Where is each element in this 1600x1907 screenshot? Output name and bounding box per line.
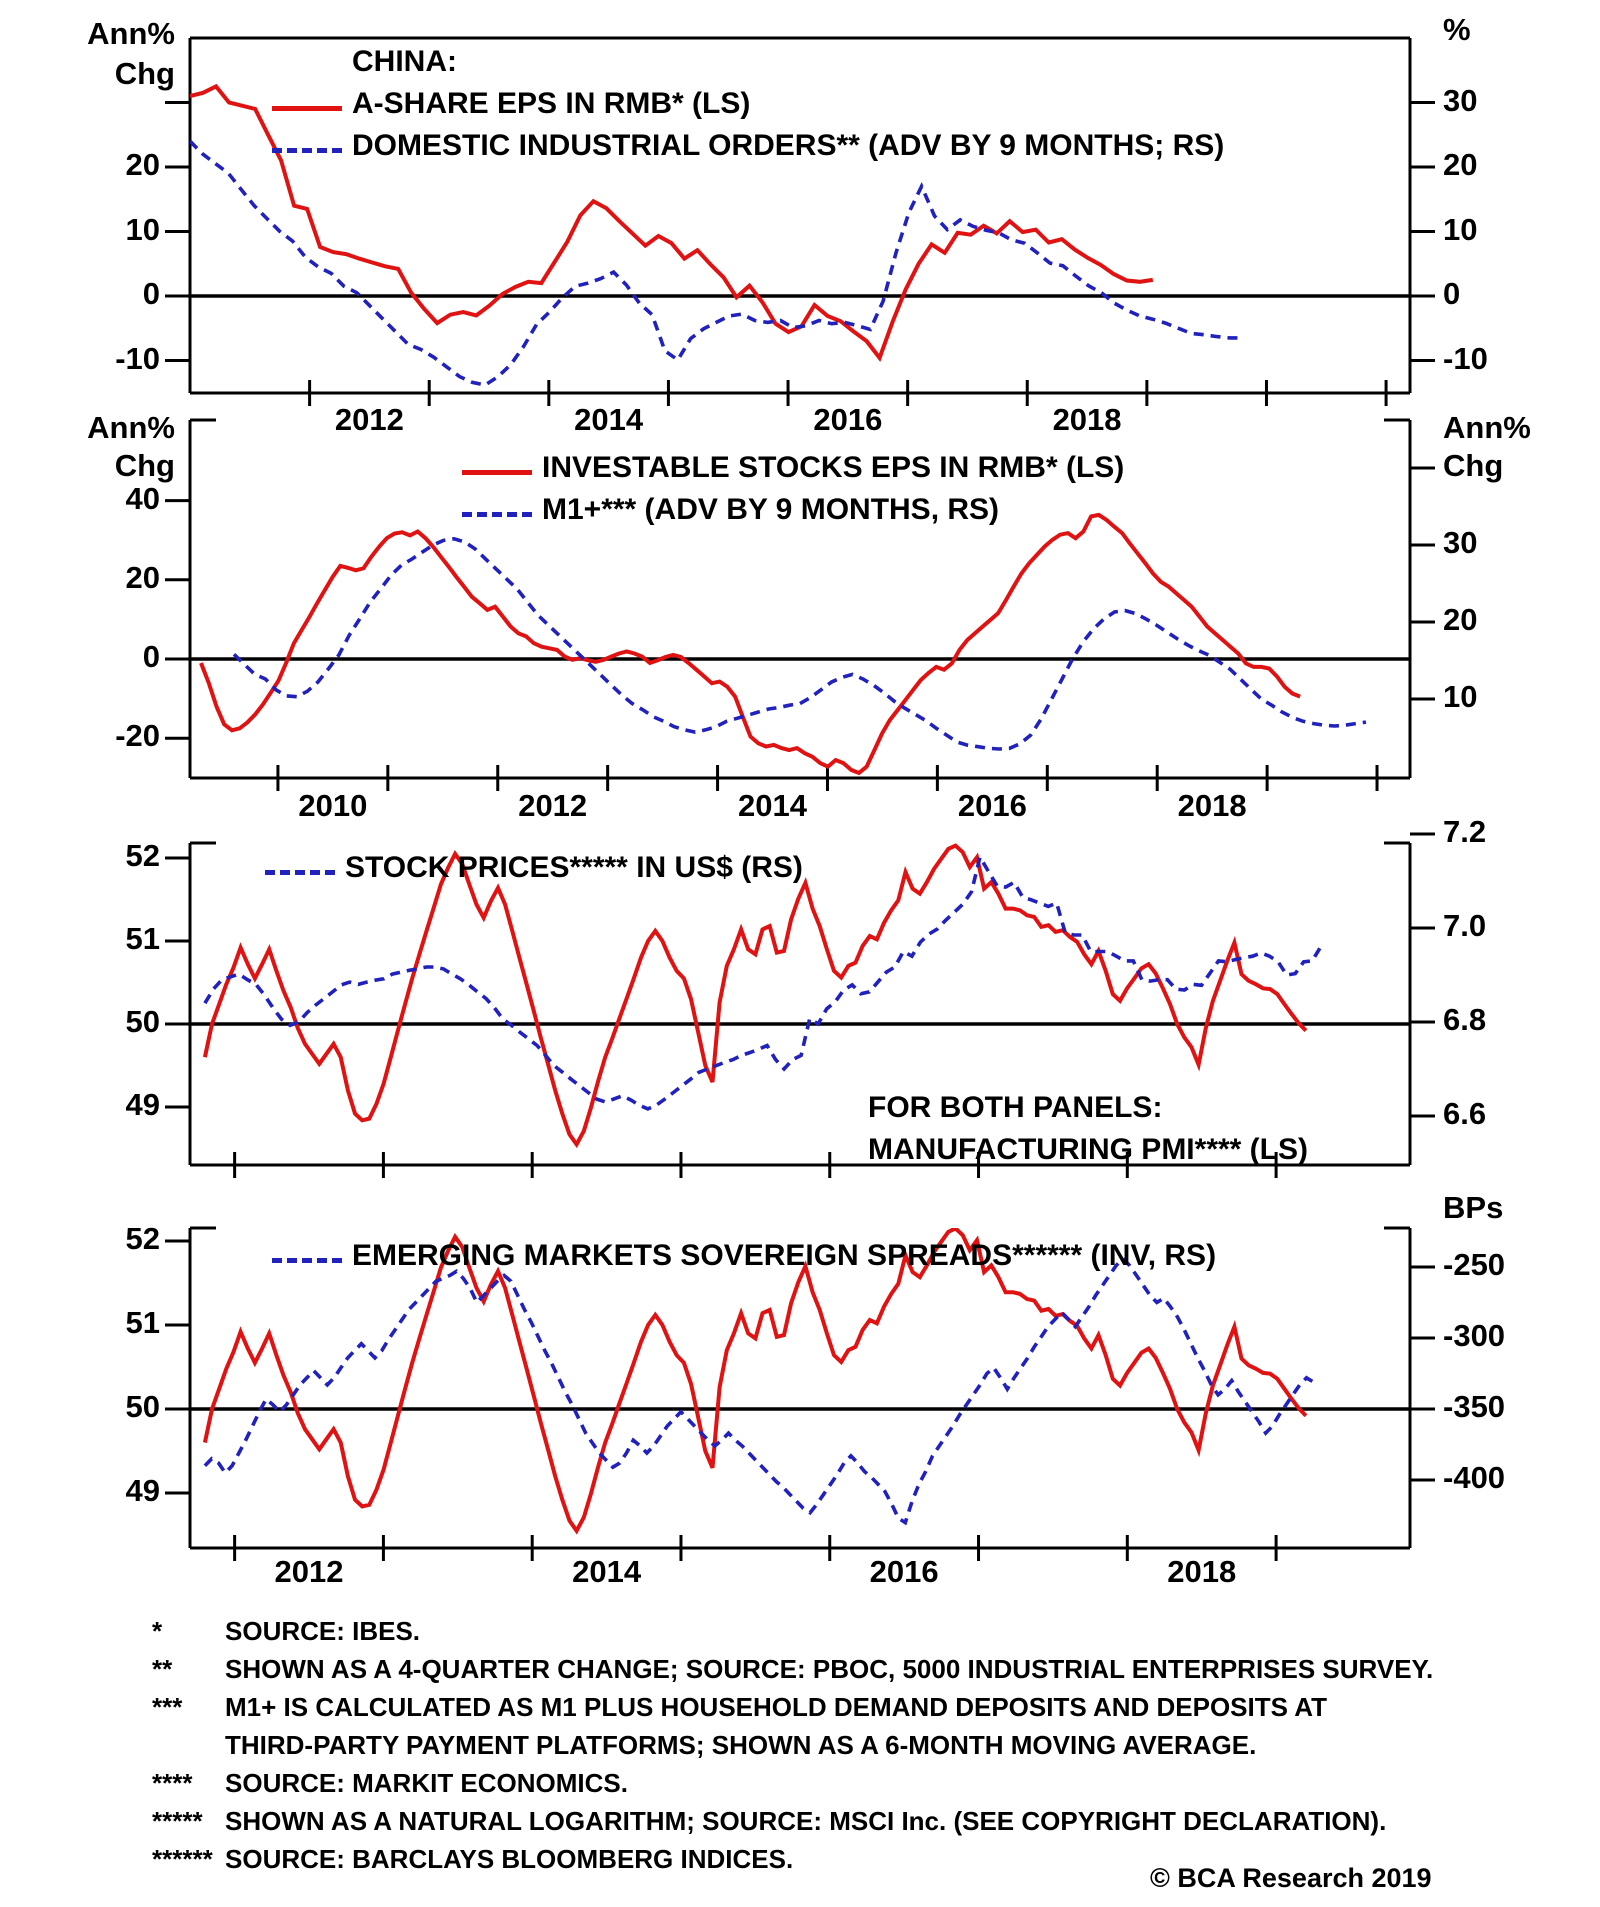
- series-line-m1-plus: [232, 536, 1367, 751]
- p2-right-tick-20: 20: [1443, 602, 1478, 637]
- p2-left-axis-title-line1: Ann%: [87, 410, 175, 445]
- series-line-domestic-industrial-orders: [190, 139, 1243, 387]
- p4-right-tick--350: -350: [1443, 1389, 1506, 1424]
- p2-legend-label-red: INVESTABLE STOCKS EPS IN RMB* (LS): [542, 451, 1125, 484]
- p3-right-tick-7.0: 7.0: [1443, 908, 1487, 943]
- p1-left-tick--10: -10: [115, 340, 160, 376]
- footnote-marker-3: ***: [152, 1692, 183, 1722]
- p4-left-tick-52: 52: [125, 1221, 160, 1256]
- p2-left-axis-title-line2: Chg: [114, 448, 175, 483]
- footnote-text-6: SHOWN AS A NATURAL LOGARITHM; SOURCE: MS…: [225, 1806, 1387, 1836]
- series-line-investable-stocks-eps: [199, 512, 1301, 776]
- p1-legend-title: CHINA:: [352, 45, 457, 78]
- footnote-text-3: M1+ IS CALCULATED AS M1 PLUS HOUSEHOLD D…: [225, 1692, 1327, 1722]
- p4-legend-row-blue: EMERGING MARKETS SOVEREIGN SPREADS******…: [272, 1240, 1216, 1272]
- p2-right-tick-10: 10: [1443, 679, 1478, 714]
- footnote-text-2: SHOWN AS A 4-QUARTER CHANGE; SOURCE: PBO…: [225, 1654, 1434, 1684]
- p1-left-tick-20: 20: [125, 147, 160, 182]
- p2-right-axis-title-line1: Ann%: [1443, 410, 1531, 445]
- p2-legend-row-red: INVESTABLE STOCKS EPS IN RMB* (LS): [462, 452, 1124, 484]
- footnote-text-5: SOURCE: MARKIT ECONOMICS.: [225, 1768, 628, 1798]
- footnote-marker-7: ******: [152, 1844, 213, 1874]
- p1-legend-row-red: A-SHARE EPS IN RMB* (LS): [272, 88, 750, 120]
- blue-dashed-line-swatch: [462, 512, 532, 518]
- p3-left-tick-52: 52: [125, 838, 160, 873]
- p1-right-tick-20: 20: [1443, 147, 1478, 182]
- p2-right-tick-30: 30: [1443, 525, 1478, 560]
- p4-right-axis-title: BPs: [1443, 1190, 1504, 1225]
- p3-right-tick-6.8: 6.8: [1443, 1002, 1487, 1037]
- p4-right-tick--250: -250: [1443, 1247, 1506, 1282]
- p1-legend-label-blue: DOMESTIC INDUSTRIAL ORDERS** (ADV BY 9 M…: [352, 129, 1225, 162]
- p1-left-tick-10: 10: [125, 211, 160, 247]
- footnote-marker-5: ****: [152, 1768, 193, 1798]
- p1-year-label-2016: 2016: [813, 402, 883, 437]
- p3-legend-label-blue: STOCK PRICES***** IN US$ (RS): [345, 851, 803, 884]
- series-line-a-share-eps: [190, 83, 1154, 363]
- p3-left-tick-51: 51: [125, 921, 160, 956]
- p1-year-label-2018: 2018: [1052, 402, 1122, 437]
- p3-left-tick-50: 50: [125, 1004, 160, 1039]
- footnote-marker-2: **: [152, 1654, 173, 1684]
- p2-year-label-2014: 2014: [738, 788, 807, 823]
- p1-left-tick-0: 0: [142, 276, 160, 311]
- footnote-marker-6: *****: [152, 1806, 203, 1836]
- p3-legend-row-blue: STOCK PRICES***** IN US$ (RS): [265, 852, 803, 884]
- series-line-stock-prices-usd: [203, 852, 1323, 1111]
- blue-dashed-line-swatch: [272, 1258, 342, 1264]
- both-panels-note-line1: FOR BOTH PANELS:: [868, 1091, 1163, 1124]
- p2-left-tick-0: 0: [142, 639, 160, 674]
- p2-year-label-2010: 2010: [298, 788, 368, 823]
- p1-legend-label-red: A-SHARE EPS IN RMB* (LS): [352, 87, 751, 120]
- footnote-text-1: SOURCE: IBES.: [225, 1616, 421, 1646]
- p2-left-tick-40: 40: [125, 480, 160, 516]
- p1-right-tick--10: -10: [1443, 340, 1488, 376]
- p4-left-tick-49: 49: [125, 1473, 160, 1508]
- p4-right-tick--300: -300: [1443, 1318, 1506, 1353]
- p4-left-tick-51: 51: [125, 1305, 160, 1340]
- series-line-manufacturing-pmi: [202, 843, 1308, 1149]
- p2-left-tick--20: -20: [115, 718, 160, 754]
- p1-legend-row-blue: DOMESTIC INDUSTRIAL ORDERS** (ADV BY 9 M…: [272, 130, 1224, 162]
- p4-left-tick-50: 50: [125, 1389, 160, 1424]
- p1-year-label-2014: 2014: [574, 402, 644, 437]
- p3-left-tick-49: 49: [125, 1087, 160, 1122]
- p4-year-label-2016: 2016: [869, 1554, 939, 1589]
- p2-year-label-2016: 2016: [957, 788, 1027, 823]
- p3-right-tick-7.2: 7.2: [1443, 814, 1487, 849]
- red-solid-line-swatch: [272, 106, 342, 112]
- p2-left-tick-20: 20: [125, 559, 160, 595]
- red-solid-line-swatch: [462, 470, 532, 476]
- copyright-notice: © BCA Research 2019: [1150, 1863, 1432, 1893]
- p4-year-label-2018: 2018: [1167, 1554, 1237, 1589]
- both-panels-note-line2: MANUFACTURING PMI**** (LS): [868, 1133, 1308, 1166]
- p4-year-label-2014: 2014: [572, 1554, 642, 1589]
- p4-year-label-2012: 2012: [274, 1554, 344, 1589]
- p1-left-axis-title-line2: Chg: [114, 56, 175, 91]
- p1-right-tick-10: 10: [1443, 211, 1478, 247]
- p1-right-tick-30: 30: [1443, 82, 1478, 118]
- p2-right-axis-title-line2: Chg: [1443, 448, 1504, 483]
- p1-right-tick-0: 0: [1443, 276, 1461, 311]
- p3-right-tick-6.6: 6.6: [1443, 1096, 1487, 1131]
- p4-legend-label-blue: EMERGING MARKETS SOVEREIGN SPREADS******…: [352, 1239, 1217, 1272]
- p1-year-label-2012: 2012: [334, 402, 404, 437]
- footnote-text-7: SOURCE: BARCLAYS BLOOMBERG INDICES.: [225, 1844, 794, 1874]
- footnote-marker-1: *: [152, 1616, 163, 1646]
- series-line-manufacturing-pmi: [202, 1228, 1308, 1535]
- p1-right-axis-title: %: [1443, 12, 1471, 47]
- p2-legend-label-blue: M1+*** (ADV BY 9 MONTHS, RS): [542, 493, 1000, 526]
- series-line-em-sovereign-spreads: [203, 1255, 1315, 1526]
- p2-year-label-2018: 2018: [1177, 788, 1247, 823]
- blue-dashed-line-swatch: [265, 870, 335, 876]
- blue-dashed-line-swatch: [272, 148, 342, 154]
- footnote-text-4: THIRD-PARTY PAYMENT PLATFORMS; SHOWN AS …: [225, 1730, 1257, 1760]
- p2-year-label-2012: 2012: [518, 788, 588, 823]
- p1-left-axis-title-line1: Ann%: [87, 16, 175, 51]
- p4-right-tick--400: -400: [1443, 1460, 1506, 1495]
- p2-legend-row-blue: M1+*** (ADV BY 9 MONTHS, RS): [462, 494, 999, 526]
